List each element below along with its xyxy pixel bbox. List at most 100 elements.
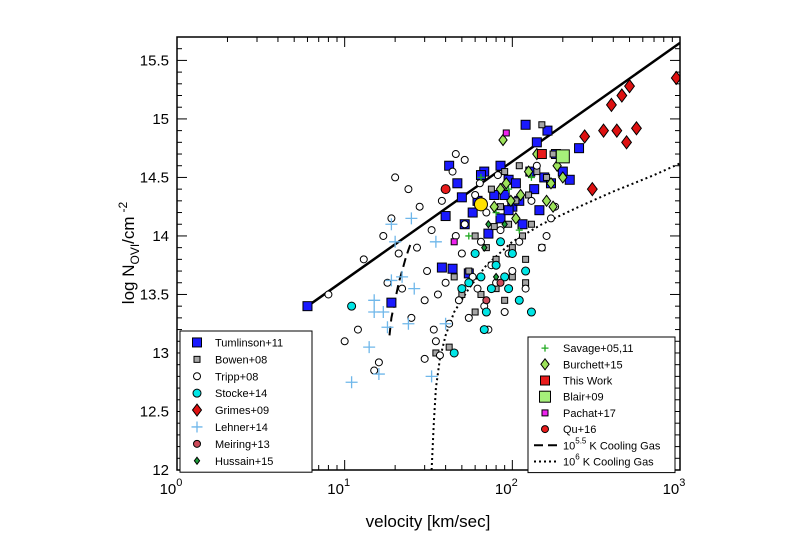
legend-label: Grimes+09 <box>215 405 269 417</box>
legend-label: Qu+16 <box>563 424 596 436</box>
point-burchett-15 <box>546 176 556 190</box>
point-burchett-15 <box>541 194 552 208</box>
point-tripp-08 <box>448 167 457 176</box>
point-bowen-08 <box>549 150 557 158</box>
point-grimes-09 <box>586 181 598 197</box>
point-grimes-09 <box>616 88 628 103</box>
point-bowen-08 <box>490 223 498 231</box>
point-burchett-15 <box>548 200 558 214</box>
point-tripp-08 <box>429 325 438 334</box>
point-bowen-08 <box>522 255 530 263</box>
legend-box <box>527 336 676 474</box>
legend-swatch-circle <box>541 425 549 434</box>
point-burchett-15 <box>495 182 506 196</box>
point-lehner-14 <box>385 274 398 287</box>
point-lehner-14 <box>396 270 409 283</box>
legend-swatch-plus <box>541 344 549 352</box>
legend-swatch-square <box>192 337 202 348</box>
point-tumlinson-11 <box>386 297 397 308</box>
point-lehner-14 <box>385 218 398 231</box>
x-tick-label: 101 <box>327 477 350 498</box>
legend-swatch-circle <box>193 372 201 381</box>
point-tripp-08 <box>427 226 436 235</box>
point-tumlinson-11 <box>467 207 478 218</box>
point-lehner-14 <box>405 212 418 225</box>
y-axis-label-sup: -2 <box>116 201 130 212</box>
point-burchett-15 <box>489 200 499 214</box>
point-stocke-14 <box>457 284 467 294</box>
point-tripp-08 <box>441 278 450 287</box>
solid-model-line <box>306 41 680 308</box>
point-burchett-15 <box>515 188 526 202</box>
y-tick-label: 13.5 <box>140 286 169 303</box>
point-lehner-14 <box>408 282 421 295</box>
point-tripp-08 <box>496 226 505 235</box>
point-burchett-15 <box>558 171 568 184</box>
point-lehner-14 <box>368 294 381 307</box>
point-lehner-14 <box>381 321 394 334</box>
y-tick-label: 13 <box>152 345 169 362</box>
point-tumlinson-11 <box>483 228 494 239</box>
point-tripp-08 <box>473 284 482 293</box>
point-stocke-14 <box>449 348 459 358</box>
point-this-work <box>536 149 547 160</box>
point-tripp-08 <box>433 290 442 299</box>
point-stocke-14 <box>476 272 486 282</box>
point-bowen-08 <box>450 273 458 281</box>
point-burchett-15 <box>501 176 512 190</box>
point-stocke-14 <box>470 249 480 258</box>
legend-label: Savage+05,11 <box>563 343 633 355</box>
point-tripp-08 <box>475 179 484 188</box>
point-grimes-09 <box>598 123 610 138</box>
dotted-model-line <box>430 162 680 470</box>
legend-swatch-circle <box>192 388 202 398</box>
point-savage-05-11 <box>465 232 473 240</box>
point-tripp-08 <box>471 190 480 199</box>
point-tumlinson-11 <box>456 192 467 203</box>
axis-ticks: 100 101 102 103 12 12.5 13 13.5 14 14.5 15 15.5 <box>140 36 685 498</box>
point-tumlinson-11 <box>503 205 514 216</box>
point-pachat-17 <box>502 129 510 137</box>
point-lehner-14 <box>363 341 376 354</box>
point-stocke-14 <box>464 278 474 288</box>
point-tripp-08 <box>460 220 469 229</box>
point-savage-05-11 <box>477 173 485 181</box>
point-tripp-08 <box>454 296 463 305</box>
point-lehner-14 <box>402 317 415 330</box>
point-tripp-08 <box>423 267 432 276</box>
x-axis-label: velocity [km/sec] <box>366 512 491 531</box>
point-tripp-08 <box>460 155 469 164</box>
point-tumlinson-11 <box>302 301 313 312</box>
point-tumlinson-11 <box>574 143 585 154</box>
point-bowen-08 <box>501 296 509 304</box>
point-tripp-08 <box>435 351 444 360</box>
legend-label: Bowen+08 <box>215 354 267 366</box>
point-tripp-08 <box>391 173 400 182</box>
point-tumlinson-11 <box>542 125 553 136</box>
point-bowen-08 <box>471 232 479 240</box>
legend-swatch-diamond <box>540 357 550 371</box>
point-tumlinson-11 <box>495 213 506 224</box>
point-tumlinson-11 <box>436 262 447 273</box>
point-tripp-08 <box>420 296 429 305</box>
point-grimes-09 <box>621 134 633 150</box>
point-tripp-08 <box>457 249 466 258</box>
legend-swatch-plus <box>191 421 203 433</box>
point-stocke-14 <box>347 301 357 311</box>
point-tripp-08 <box>468 272 477 281</box>
point-hussain-15 <box>492 272 500 282</box>
legend-label: Stocke+14 <box>215 388 267 400</box>
point-tripp-08 <box>515 237 524 246</box>
point-stocke-14 <box>526 307 536 317</box>
point-pachat-17 <box>450 238 458 246</box>
point-stocke-14 <box>486 284 496 294</box>
legend-label: Pachat+17 <box>563 408 616 420</box>
point-bowen-08 <box>465 267 473 275</box>
point-tumlinson-11 <box>447 263 458 274</box>
point-meiring-13 <box>496 278 505 287</box>
legend-right: Savage+05,11 Burchett+15 This Work Blair+09… <box>527 336 676 474</box>
point-tumlinson-11 <box>495 160 506 171</box>
point-burchett-15 <box>511 212 521 225</box>
point-stocke-14 <box>521 266 531 276</box>
